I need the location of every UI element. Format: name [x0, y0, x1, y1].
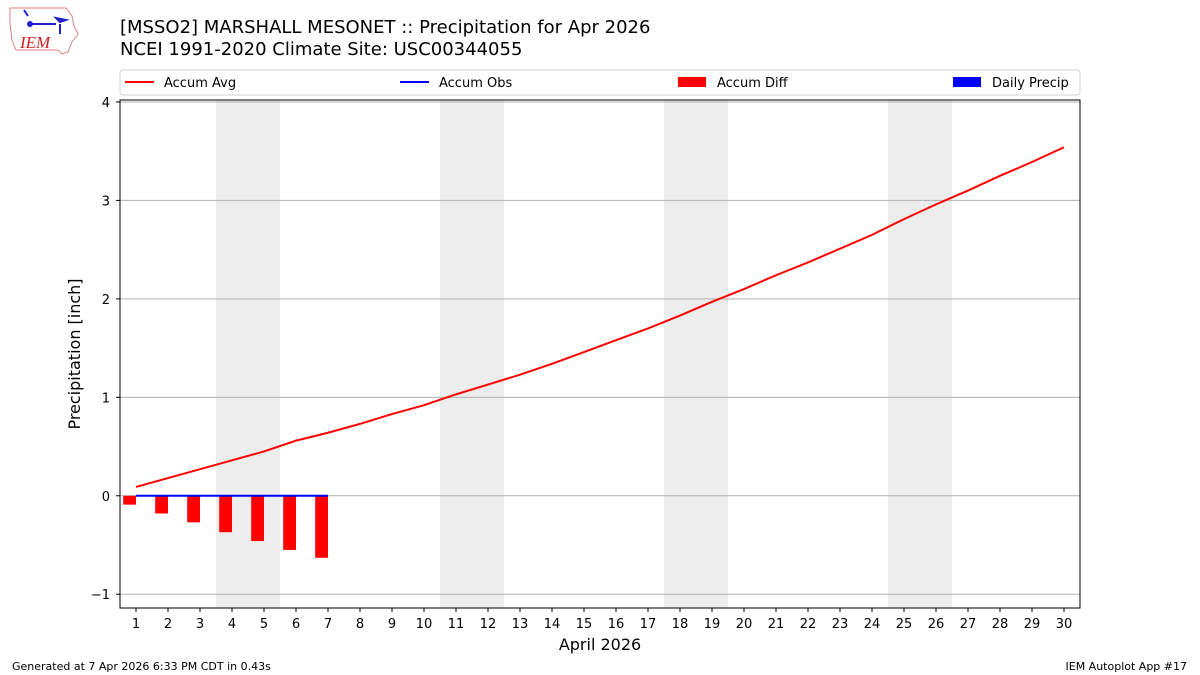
x-tick-label: 23 — [832, 617, 849, 632]
x-tick-label: 16 — [608, 617, 625, 632]
weekend-shade — [664, 100, 728, 608]
x-tick-label: 9 — [388, 617, 396, 632]
y-tick-label: 1 — [102, 391, 110, 406]
x-tick-label: 8 — [356, 617, 364, 632]
legend-label: Accum Obs — [439, 76, 512, 91]
x-tick-label: 12 — [480, 617, 497, 632]
plot-frame — [119, 99, 1081, 609]
bar-accum-diff — [123, 495, 136, 505]
x-tick-label: 18 — [672, 617, 689, 632]
x-tick-label: 20 — [736, 617, 753, 632]
legend-label: Daily Precip — [992, 76, 1069, 91]
bar-accum-diff — [187, 495, 200, 523]
line-accum-avg — [135, 146, 1065, 488]
y-tick-label: 3 — [102, 194, 110, 209]
x-tick-label: 14 — [544, 617, 561, 632]
x-tick-label: 5 — [260, 617, 268, 632]
bar-accum-diff — [251, 495, 264, 542]
x-tick-label: 1 — [132, 617, 140, 632]
x-tick-label: 26 — [928, 617, 945, 632]
y-tick-label: −1 — [91, 588, 110, 603]
x-tick-label: 2 — [164, 617, 172, 632]
x-tick-label: 29 — [1024, 617, 1041, 632]
legend-label: Accum Diff — [717, 76, 789, 91]
title-line-2: NCEI 1991-2020 Climate Site: USC00344055 — [120, 39, 523, 60]
x-tick-label: 6 — [292, 617, 300, 632]
app-footer: IEM Autoplot App #17 — [1065, 660, 1188, 673]
chart-title: [MSSO2] MARSHALL MESONET :: Precipitatio… — [120, 17, 650, 61]
x-tick-label: 30 — [1056, 617, 1073, 632]
bar-accum-diff — [315, 495, 328, 558]
x-tick-label: 3 — [196, 617, 204, 632]
y-tick-label: 4 — [102, 96, 110, 111]
x-tick-label: 19 — [704, 617, 721, 632]
y-axis-label: Precipitation [inch] — [65, 278, 84, 429]
bar-accum-diff — [283, 495, 296, 550]
title-line-1: [MSSO2] MARSHALL MESONET :: Precipitatio… — [120, 17, 651, 38]
x-tick-label: 11 — [448, 617, 465, 632]
x-tick-label: 21 — [768, 617, 785, 632]
y-tick-label: 0 — [102, 490, 110, 505]
x-tick-label: 28 — [992, 617, 1009, 632]
weekend-shade — [440, 100, 504, 608]
bar-accum-diff — [155, 495, 168, 514]
x-tick-label: 25 — [896, 617, 913, 632]
y-tick-label: 2 — [102, 293, 110, 308]
x-tick-label: 15 — [576, 617, 593, 632]
x-tick-label: 24 — [864, 617, 881, 632]
legend-swatch — [953, 77, 981, 87]
x-tick-label: 27 — [960, 617, 977, 632]
iem-logo: IEM — [6, 4, 80, 62]
x-tick-label: 4 — [228, 617, 236, 632]
legend-swatch — [678, 77, 706, 87]
x-tick-label: 17 — [640, 617, 657, 632]
x-tick-label: 10 — [416, 617, 433, 632]
bar-accum-diff — [219, 495, 232, 533]
legend-label: Accum Avg — [164, 76, 236, 91]
x-tick-label: 7 — [324, 617, 332, 632]
weekend-shade — [888, 100, 952, 608]
x-axis-label: April 2026 — [559, 635, 641, 654]
generated-footer: Generated at 7 Apr 2026 6:33 PM CDT in 0… — [12, 660, 271, 673]
x-tick-label: 13 — [512, 617, 529, 632]
legend — [119, 69, 1081, 96]
svg-text:IEM: IEM — [19, 33, 51, 52]
x-tick-label: 22 — [800, 617, 817, 632]
